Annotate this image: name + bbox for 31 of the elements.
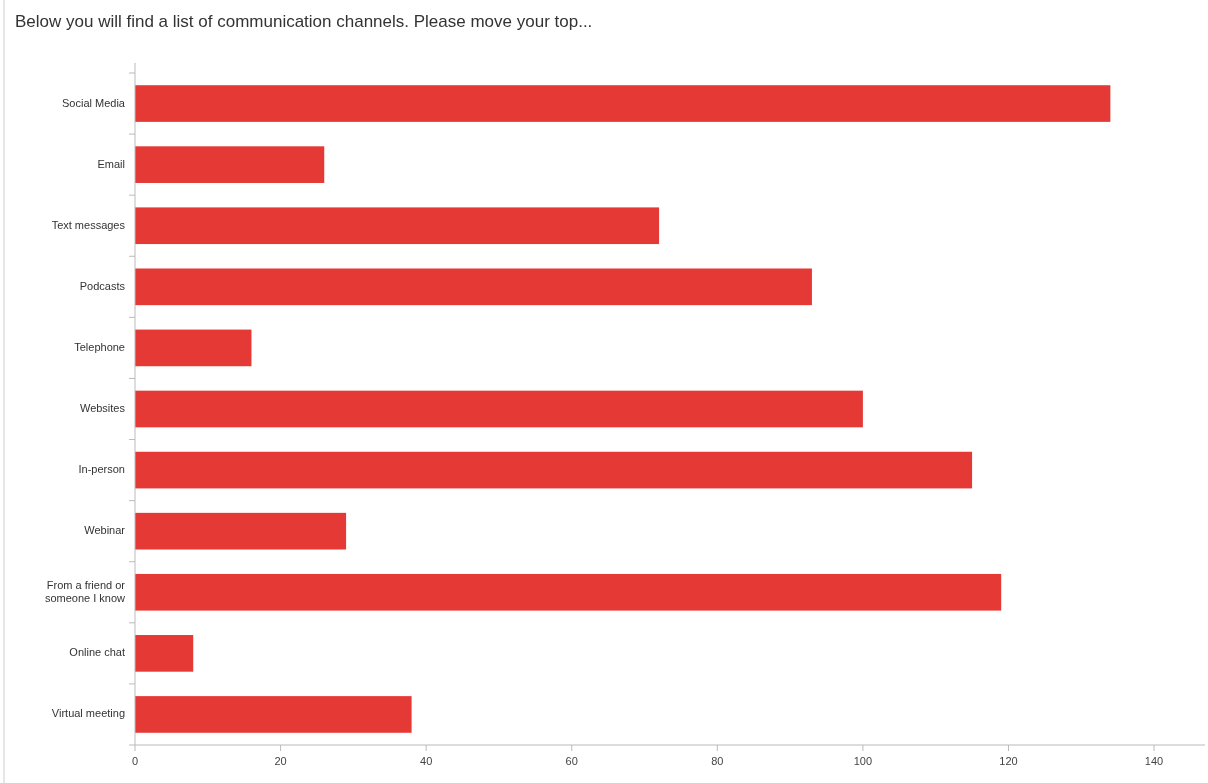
y-tick-label: Telephone bbox=[74, 340, 125, 353]
y-tick-label: Social Media bbox=[62, 96, 126, 109]
bar bbox=[135, 146, 325, 183]
bar bbox=[135, 390, 863, 428]
x-tick-label: 20 bbox=[274, 755, 287, 767]
x-tick-label: 120 bbox=[999, 755, 1018, 767]
y-tick-label: Online chat bbox=[69, 646, 125, 659]
y-tick-label: Websites bbox=[79, 401, 126, 414]
chart-title: Below you will find a list of communication channels. Please move your top... bbox=[15, 12, 593, 31]
bar bbox=[135, 451, 973, 489]
y-tick-label: Text messages bbox=[51, 218, 126, 231]
y-tick-label: Webinar bbox=[84, 524, 126, 537]
bar bbox=[135, 329, 252, 367]
y-tick-label: Email bbox=[97, 157, 125, 170]
y-tick-label: From a friend or someone I know bbox=[44, 578, 126, 604]
y-tick-label: Podcasts bbox=[79, 279, 126, 292]
bar bbox=[135, 635, 194, 672]
x-tick-label: 60 bbox=[565, 755, 578, 767]
bar bbox=[135, 268, 812, 306]
x-tick-label: 40 bbox=[420, 755, 433, 767]
x-tick-label: 100 bbox=[853, 755, 873, 767]
bar bbox=[135, 85, 1111, 122]
x-tick-label: 0 bbox=[131, 755, 139, 767]
bar bbox=[135, 512, 347, 550]
bar bbox=[135, 573, 1002, 611]
bar bbox=[135, 696, 412, 733]
bar bbox=[135, 207, 660, 245]
y-tick-label: Virtual meeting bbox=[51, 707, 125, 720]
x-tick-label: 80 bbox=[711, 755, 724, 767]
y-tick-label: In-person bbox=[78, 463, 125, 475]
x-tick-label: 140 bbox=[1144, 755, 1164, 767]
